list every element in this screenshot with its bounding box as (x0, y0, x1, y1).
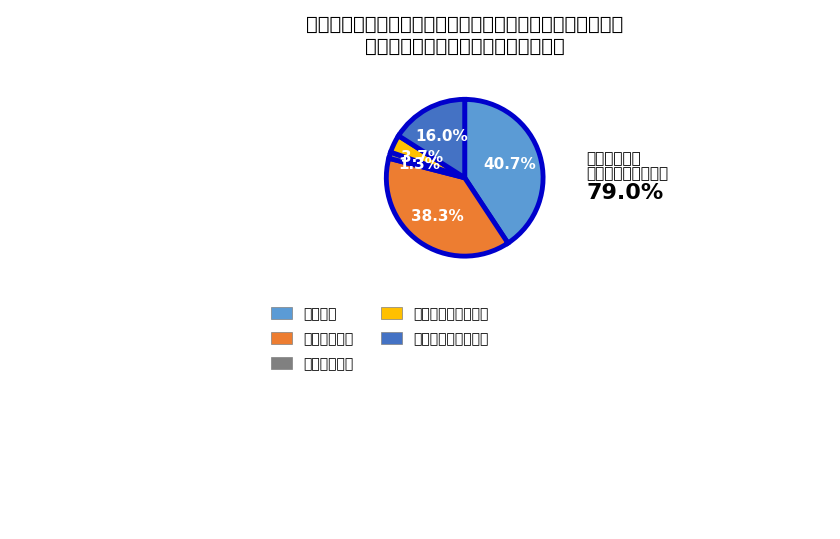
Legend: そう思う, ややそう思う, そう思わない, あまりそう思わない, どちらともいえない: そう思う, ややそう思う, そう思わない, あまりそう思わない, どちらともいえ… (266, 301, 494, 377)
Text: 38.3%: 38.3% (411, 209, 464, 224)
Title: あなたのご両親など自動車を運転する高齢者の方にとって、
自動車の運転は生活に不可欠ですか？: あなたのご両親など自動車を運転する高齢者の方にとって、 自動車の運転は生活に不可… (306, 15, 623, 56)
Text: 40.7%: 40.7% (483, 157, 536, 172)
Wedge shape (398, 99, 465, 178)
Wedge shape (465, 99, 543, 243)
Text: 3.7%: 3.7% (402, 150, 444, 165)
Text: 「ややそう思う」計: 「ややそう思う」計 (586, 167, 669, 181)
Text: 「そう思う」: 「そう思う」 (586, 151, 641, 165)
Text: 79.0%: 79.0% (586, 183, 664, 203)
Wedge shape (391, 136, 465, 178)
Wedge shape (389, 152, 465, 178)
Text: 1.3%: 1.3% (399, 157, 441, 172)
Wedge shape (386, 158, 508, 256)
Text: 16.0%: 16.0% (416, 129, 469, 144)
